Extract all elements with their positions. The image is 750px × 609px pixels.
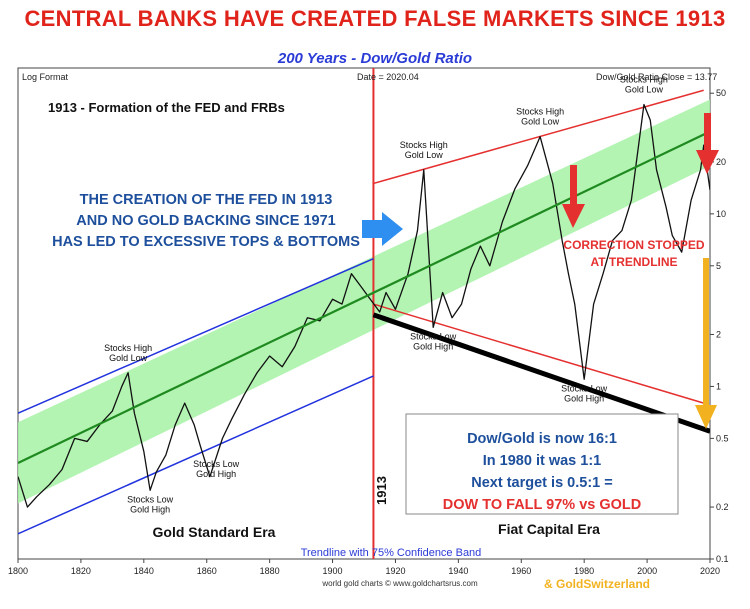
peak-trough-annotation: Stocks High Gold Low: [104, 343, 152, 363]
x-tick-label: 1800: [8, 566, 28, 576]
y-tick-label: 0.5: [716, 433, 729, 443]
box-line-2: In 1980 it was 1:1: [483, 453, 601, 469]
y-tick-label: 5: [716, 261, 721, 271]
channel-lower-pre-1913: [18, 375, 374, 535]
correction-text: CORRECTION STOPPED AT TRENDLINE: [563, 238, 704, 269]
y-tick-label: 1: [716, 381, 721, 391]
fed-formation-label: 1913 - Formation of the FED and FRBs: [48, 100, 285, 115]
x-tick-label: 1900: [323, 566, 343, 576]
x-tick-label: 1820: [71, 566, 91, 576]
peak-trough-annotation: Stocks High Gold Low: [620, 75, 668, 95]
channel-upper-post-1913: [373, 89, 704, 185]
box-line-4: DOW TO FALL 97% vs GOLD: [443, 497, 641, 513]
trendline: [18, 130, 710, 464]
target-trendline: [372, 312, 710, 434]
x-tick-label: 2020: [700, 566, 720, 576]
x-tick-label: 1860: [197, 566, 217, 576]
creation-line-2: AND NO GOLD BACKING SINCE 1971: [76, 213, 335, 229]
target-box-text: Dow/Gold is now 16:1 In 1980 it was 1:1 …: [443, 431, 641, 513]
y-tick-label: 0.2: [716, 502, 729, 512]
year-marker-label: 1913: [374, 476, 389, 505]
target-box: [405, 413, 679, 515]
trendline-note: Trendline with 75% Confidence Band: [301, 547, 482, 559]
correction-line-2: AT TRENDLINE: [590, 255, 677, 269]
x-tick-label: 1960: [511, 566, 531, 576]
red-arrow-icon: [562, 165, 585, 228]
channel-lower-post-1913: [373, 303, 704, 404]
orange-arrow-icon: [695, 258, 717, 429]
gold-standard-era-label: Gold Standard Era: [153, 524, 276, 540]
confidence-band: [18, 99, 710, 504]
y-tick-label: 50: [716, 88, 726, 98]
peak-trough-annotation: Stocks Low Gold High: [127, 494, 174, 514]
creation-line-3: HAS LED TO EXCESSIVE TOPS & BOTTOMS: [52, 234, 360, 250]
close-label: Dow/Gold Ratio Close = 13.77: [596, 72, 717, 82]
creation-text: THE CREATION OF THE FED IN 1913 AND NO G…: [52, 192, 360, 250]
y-tick-label: 10: [716, 209, 726, 219]
peak-trough-annotation: Stocks High Gold Low: [516, 107, 564, 127]
x-tick-label: 2000: [637, 566, 657, 576]
red-arrow-icon: [696, 113, 719, 174]
blue-arrow-icon: [362, 212, 403, 246]
correction-line-1: CORRECTION STOPPED: [563, 238, 704, 252]
brand-label: & GoldSwitzerland: [544, 577, 650, 591]
date-label: Date = 2020.04: [357, 72, 419, 82]
chart-title: CENTRAL BANKS HAVE CREATED FALSE MARKETS…: [24, 6, 726, 31]
channel-upper-pre-1913: [18, 257, 374, 414]
plot-frame: [17, 67, 711, 560]
log-format-label: Log Format: [22, 72, 69, 82]
peak-trough-annotation: Stocks Low Gold High: [561, 383, 608, 403]
fiat-capital-era-label: Fiat Capital Era: [498, 521, 600, 537]
x-tick-label: 1920: [385, 566, 405, 576]
x-tick-label: 1980: [574, 566, 594, 576]
box-line-1: Dow/Gold is now 16:1: [467, 431, 617, 447]
peak-trough-annotation: Stocks High Gold Low: [400, 140, 448, 160]
dow-gold-ratio-line: [18, 103, 710, 508]
peak-trough-annotation: Stocks Low Gold High: [193, 459, 240, 479]
creation-line-1: THE CREATION OF THE FED IN 1913: [80, 192, 333, 208]
y-tick-label: 0.1: [716, 554, 729, 564]
source-credit: world gold charts © www.goldchartsrus.co…: [321, 579, 478, 588]
x-tick-label: 1940: [448, 566, 468, 576]
x-tick-label: 1880: [260, 566, 280, 576]
chart-subtitle: 200 Years - Dow/Gold Ratio: [277, 50, 473, 67]
y-tick-label: 2: [716, 329, 721, 339]
y-tick-label: 20: [716, 157, 726, 167]
peak-trough-annotation: Stocks Low Gold High: [410, 331, 457, 351]
box-line-3: Next target is 0.5:1 =: [471, 475, 612, 491]
x-tick-label: 1840: [134, 566, 154, 576]
